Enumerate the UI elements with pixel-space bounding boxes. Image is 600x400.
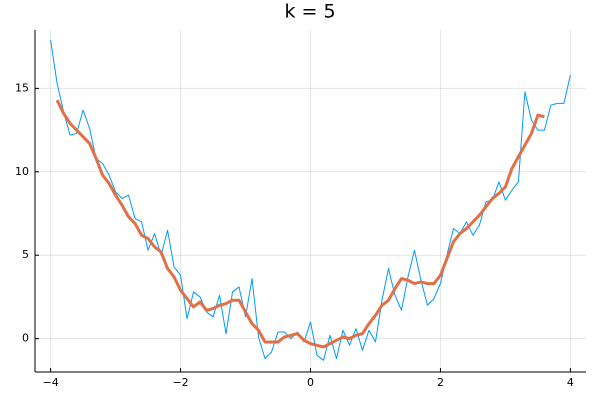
x-tick-label: −2 (172, 376, 188, 389)
series-line (55, 99, 545, 349)
chart-title: k = 5 (284, 1, 335, 23)
x-tick-label: 2 (437, 376, 444, 389)
x-tick-label: 4 (567, 376, 574, 389)
y-tick-label: 5 (22, 248, 29, 261)
y-tick-label: 10 (15, 165, 29, 178)
x-tick-label: −4 (42, 376, 58, 389)
y-tick-label: 15 (15, 81, 29, 94)
x-tick-label: 0 (307, 376, 314, 389)
y-tick-label: 0 (22, 332, 29, 345)
